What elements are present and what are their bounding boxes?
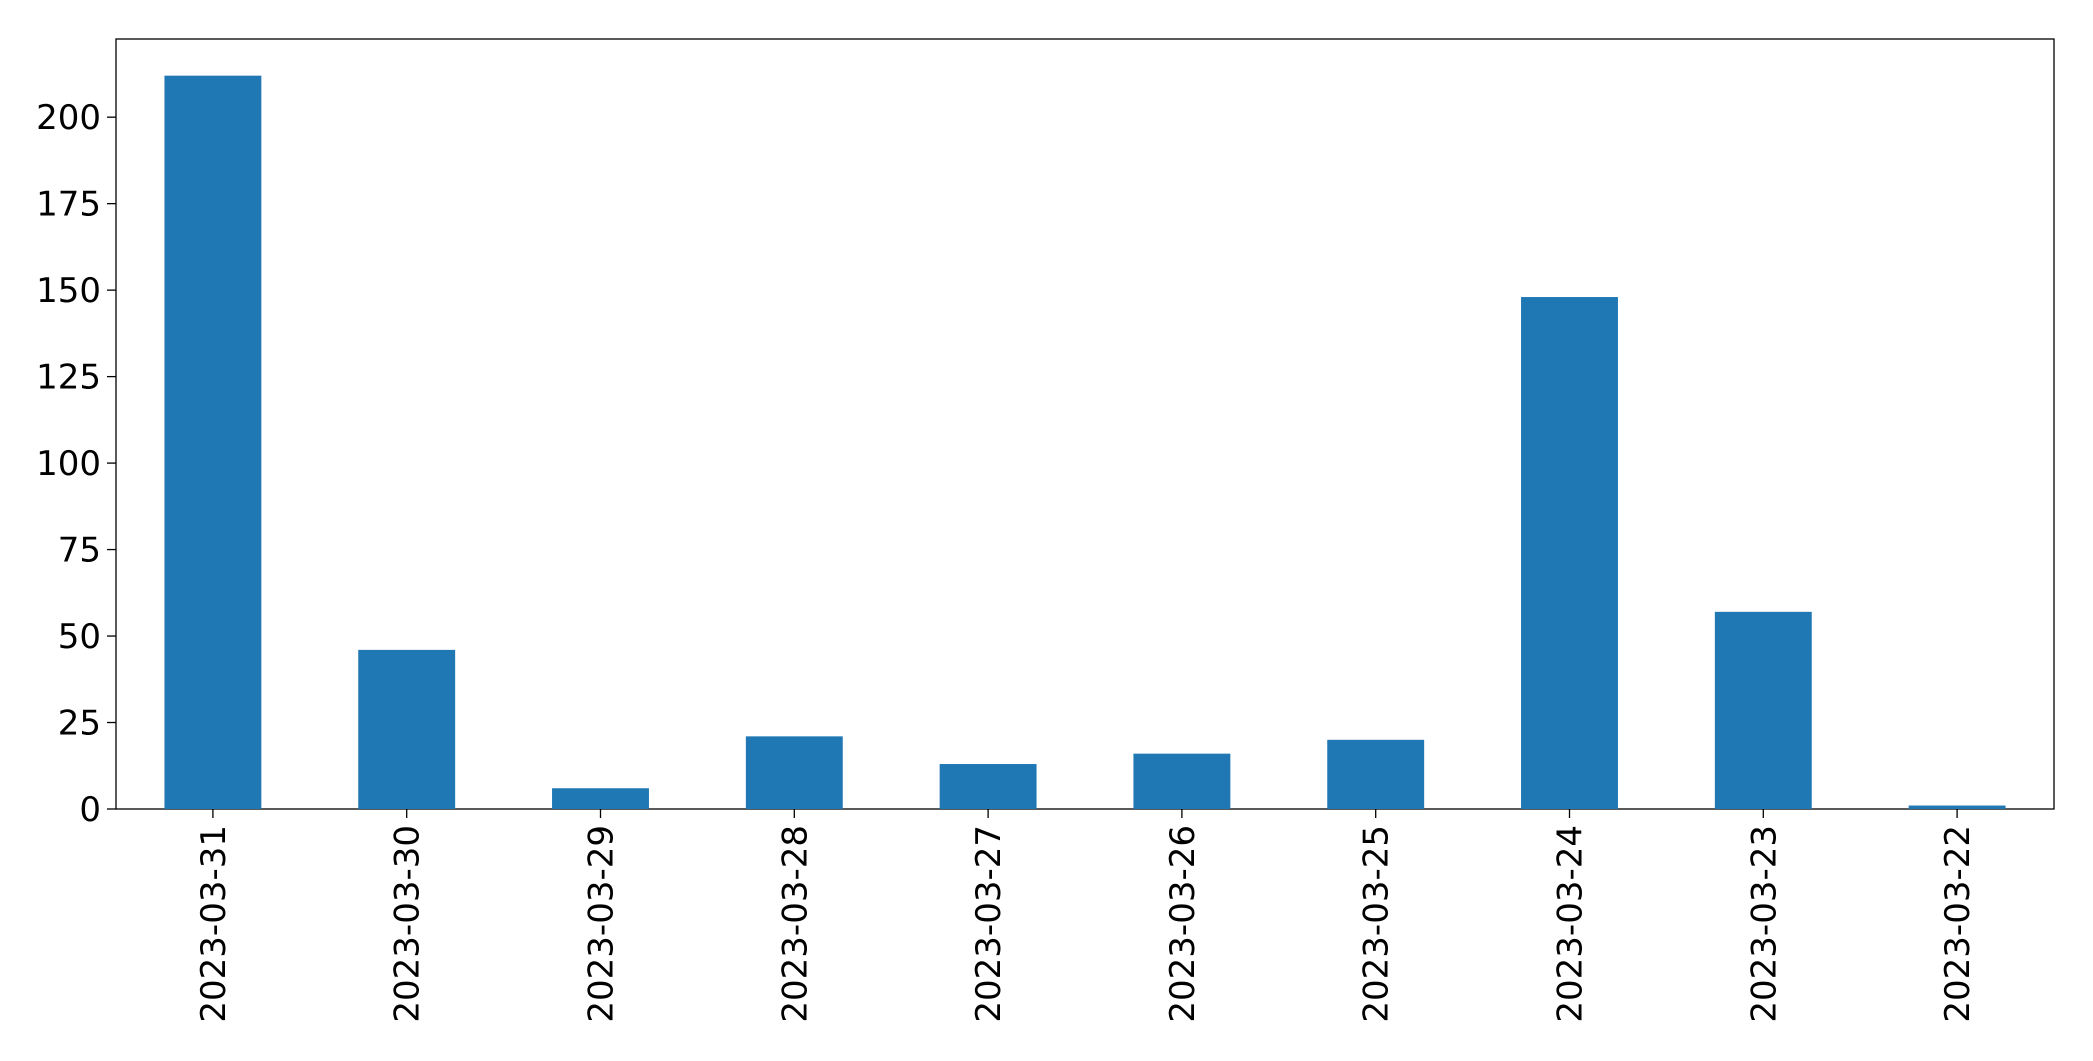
bar — [1521, 297, 1618, 809]
bar — [1908, 805, 2006, 809]
y-tick-label: 50 — [58, 617, 101, 657]
x-tick-label: 2023-03-27 — [969, 825, 1009, 1023]
y-tick-label: 125 — [36, 358, 101, 398]
x-tick-label: 2023-03-25 — [1357, 825, 1397, 1023]
y-tick-label: 25 — [58, 704, 101, 744]
bar — [552, 788, 649, 809]
x-tick-label: 2023-03-30 — [388, 825, 428, 1023]
x-tick-label: 2023-03-22 — [1938, 825, 1978, 1023]
bar — [745, 736, 843, 809]
x-tick-label: 2023-03-28 — [775, 825, 815, 1023]
y-tick-label: 0 — [79, 790, 101, 830]
bar — [1327, 739, 1425, 809]
x-tick-label: 2023-03-29 — [582, 825, 622, 1023]
x-tick-label: 2023-03-26 — [1163, 825, 1203, 1023]
y-tick-label: 150 — [36, 271, 101, 311]
bar — [1133, 753, 1231, 809]
bar — [358, 649, 456, 809]
plot-frame — [115, 38, 2055, 810]
x-tick-label: 2023-03-31 — [194, 825, 234, 1023]
bar — [1714, 611, 1812, 809]
y-tick-label: 200 — [36, 98, 101, 138]
y-tick-label: 175 — [36, 185, 101, 225]
bar — [164, 75, 262, 809]
x-tick-label: 2023-03-24 — [1551, 825, 1591, 1023]
y-tick-label: 100 — [36, 444, 101, 484]
y-tick-label: 75 — [58, 531, 101, 571]
x-tick-label: 2023-03-23 — [1744, 825, 1784, 1023]
bar — [939, 764, 1037, 809]
